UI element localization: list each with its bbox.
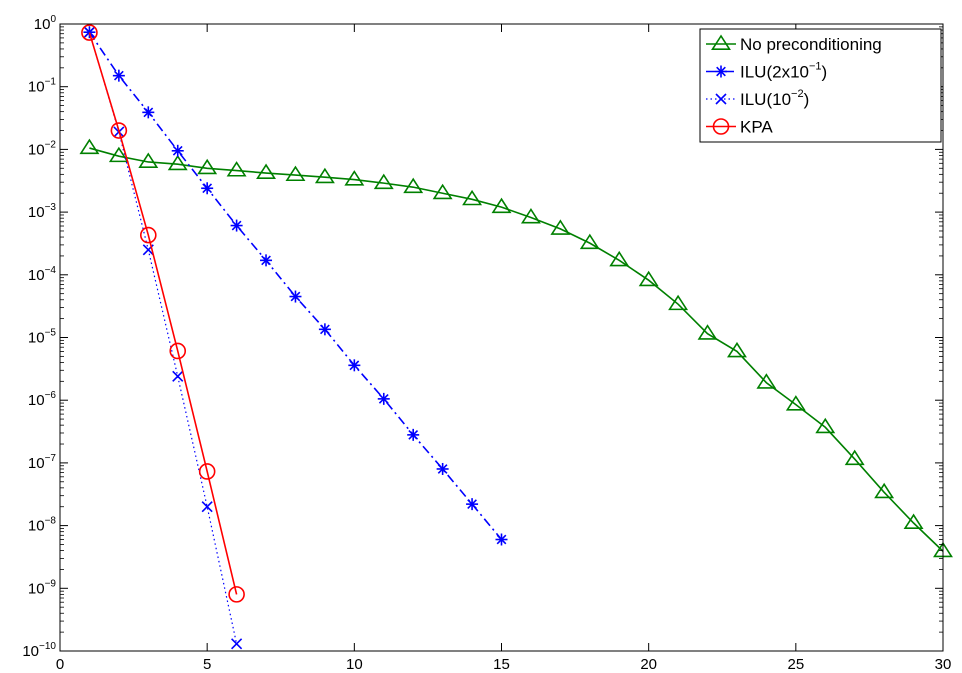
data-point [226, 161, 247, 177]
data-point [668, 294, 689, 311]
data-point [874, 482, 895, 499]
data-point [289, 290, 302, 303]
x-tick-label: 10 [346, 656, 363, 673]
data-point [142, 106, 155, 119]
data-point [108, 146, 129, 163]
y-tick-label: 10−3 [28, 202, 57, 221]
series-line [88, 31, 503, 541]
data-point [256, 163, 276, 180]
series-1 [79, 138, 953, 558]
x-tick-label: 0 [56, 656, 64, 673]
legend-label: ILU(2x10−1) [740, 61, 827, 82]
data-point [285, 165, 306, 182]
data-point [230, 219, 243, 232]
x-tick-label: 5 [203, 656, 211, 673]
data-point [844, 449, 865, 466]
legend-marker [711, 34, 731, 51]
data-point [377, 392, 390, 405]
data-point [436, 462, 449, 475]
x-tick-label: 25 [787, 656, 804, 673]
legend-marker [715, 93, 727, 105]
data-point [172, 370, 184, 382]
data-point [260, 254, 273, 267]
x-tick-label: 30 [935, 656, 952, 673]
data-point [432, 183, 453, 200]
data-point [609, 250, 630, 267]
data-point [638, 270, 659, 287]
data-point [228, 586, 245, 603]
y-tick-label: 100 [34, 14, 57, 33]
y-tick-label: 10−8 [28, 516, 57, 535]
legend-label: No preconditioning [740, 35, 882, 54]
legend-marker [715, 65, 727, 78]
data-point [169, 342, 187, 360]
data-point [815, 417, 836, 434]
data-point [314, 167, 335, 184]
data-point [462, 189, 483, 206]
legend-entry-4: KPA [706, 118, 773, 137]
data-point [407, 428, 420, 441]
data-point [318, 323, 331, 336]
legend-label: KPA [740, 118, 773, 137]
legend-entry-3: ILU(10−2) [706, 88, 809, 109]
legend-entry-1: No preconditioning [706, 34, 882, 54]
data-point [785, 395, 806, 411]
y-tick-label: 10−2 [28, 139, 57, 158]
data-point [79, 138, 100, 155]
y-tick-label: 10−9 [28, 578, 57, 597]
data-point [138, 152, 159, 168]
y-tick-label: 10−5 [28, 328, 57, 347]
data-point [140, 226, 157, 244]
data-point [112, 69, 125, 82]
y-tick-label: 10−10 [22, 641, 56, 660]
data-point [344, 170, 365, 186]
data-point [83, 26, 95, 38]
legend: No preconditioning ILU(2x10−1) ILU(10−2) KP… [699, 28, 942, 143]
data-point [520, 208, 541, 224]
data-point [403, 177, 424, 194]
legend-entry-2: ILU(2x10−1) [706, 61, 827, 82]
axes-layer: 0 5 10 15 20 25 30 100 10−1 10−2 10−3 10−4 10−5 10−6 1… [22, 14, 951, 673]
data-point [466, 498, 479, 511]
y-tick-label: 10−1 [28, 77, 57, 96]
series-4 [81, 24, 245, 603]
data-point [903, 513, 924, 530]
data-point [201, 501, 213, 513]
data-point [727, 341, 747, 358]
x-tick-label: 15 [493, 656, 510, 673]
data-point [81, 24, 98, 41]
data-point [756, 373, 777, 389]
data-point [348, 359, 361, 372]
x-tick-label: 20 [640, 656, 657, 673]
y-tick-label: 10−6 [28, 390, 57, 409]
legend-label: ILU(10−2) [740, 88, 809, 109]
series-layer [79, 24, 953, 650]
data-point [171, 144, 184, 157]
data-point [495, 533, 508, 546]
data-point [579, 233, 600, 250]
data-point [231, 638, 243, 650]
series-line [88, 32, 238, 595]
data-point [373, 173, 394, 190]
data-point [110, 122, 128, 139]
data-point [197, 158, 218, 175]
data-point [491, 197, 512, 214]
legend-box [699, 28, 942, 143]
data-point [201, 182, 214, 195]
y-tick-label: 10−7 [28, 453, 57, 472]
data-point [198, 463, 216, 480]
data-point [167, 154, 188, 171]
data-point [697, 324, 718, 340]
data-point [550, 219, 571, 235]
y-tick-label: 10−4 [28, 265, 57, 284]
legend-marker [712, 118, 730, 135]
